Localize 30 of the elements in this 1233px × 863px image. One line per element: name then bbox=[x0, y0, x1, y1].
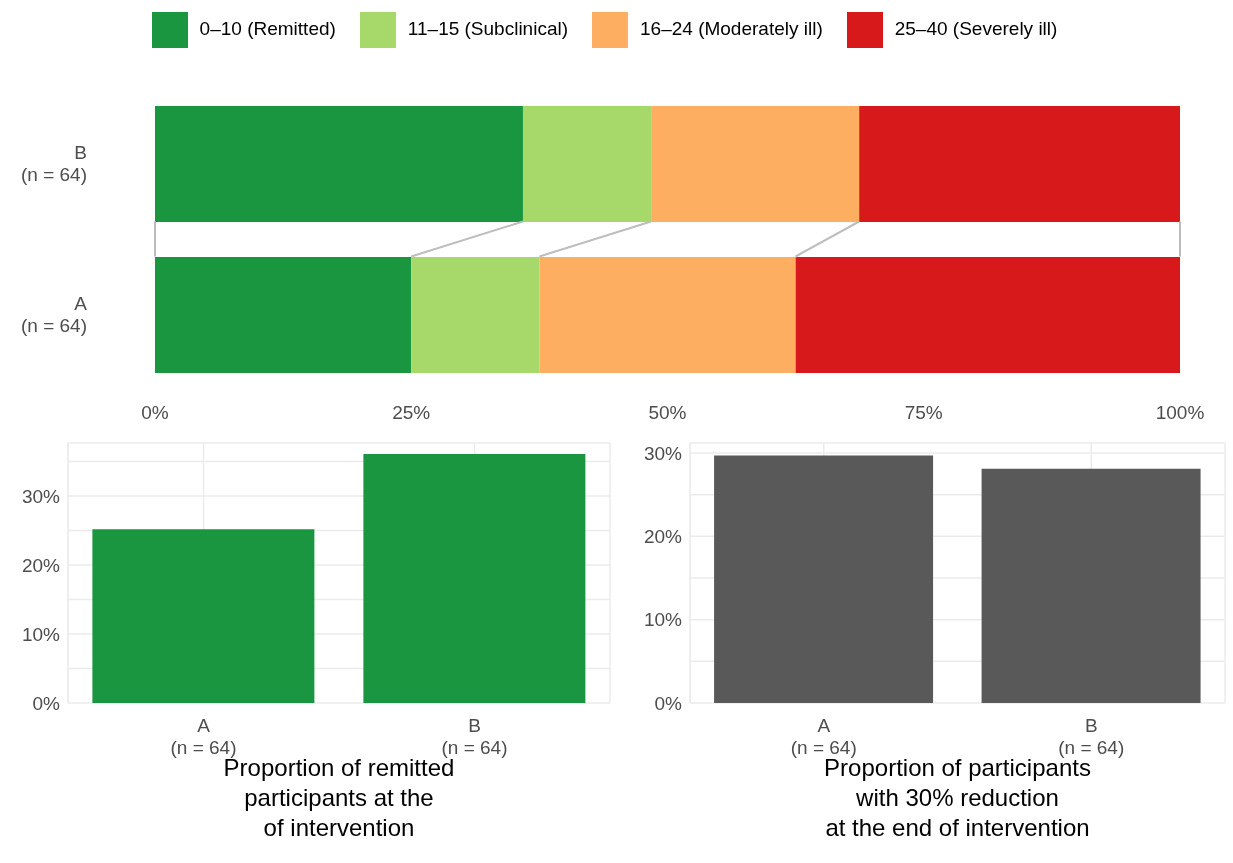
y-tick-label: 0% bbox=[32, 692, 61, 714]
y-tick-label: 0% bbox=[654, 692, 683, 714]
x-tick-label: 100% bbox=[1155, 401, 1205, 423]
bar bbox=[859, 106, 1180, 222]
bar bbox=[155, 257, 412, 373]
bar bbox=[651, 106, 860, 222]
x-tick-label: A (n = 64) bbox=[790, 714, 857, 758]
bar bbox=[155, 106, 523, 222]
legend-label: 11–15 (Subclinical) bbox=[407, 18, 569, 40]
y-tick-label: 30% bbox=[643, 442, 683, 464]
x-tick-label: 0% bbox=[141, 401, 169, 423]
y-tick-label: A (n = 64) bbox=[20, 293, 88, 337]
x-tick-label: B (n = 64) bbox=[441, 714, 508, 758]
legend-label: 16–24 (Moderately ill) bbox=[640, 18, 823, 40]
y-tick-label: B (n = 64) bbox=[20, 142, 87, 186]
x-tick-label: 25% bbox=[392, 401, 431, 423]
y-tick-label: 20% bbox=[643, 525, 683, 547]
bar bbox=[411, 257, 540, 373]
x-tick-label: B (n = 64) bbox=[1058, 714, 1125, 758]
legend-label: 0–10 (Remitted) bbox=[199, 18, 336, 40]
bar bbox=[522, 106, 652, 222]
bar bbox=[795, 257, 1180, 373]
bar bbox=[539, 257, 796, 373]
y-tick-label: 20% bbox=[21, 554, 61, 576]
y-tick-label: 10% bbox=[21, 623, 61, 645]
x-tick-label: 75% bbox=[904, 401, 943, 423]
legend-label: 25–40 (Severely ill) bbox=[894, 18, 1058, 40]
y-tick-label: 10% bbox=[643, 609, 683, 631]
y-tick-label: 30% bbox=[21, 485, 61, 507]
x-tick-label: 50% bbox=[648, 401, 687, 423]
